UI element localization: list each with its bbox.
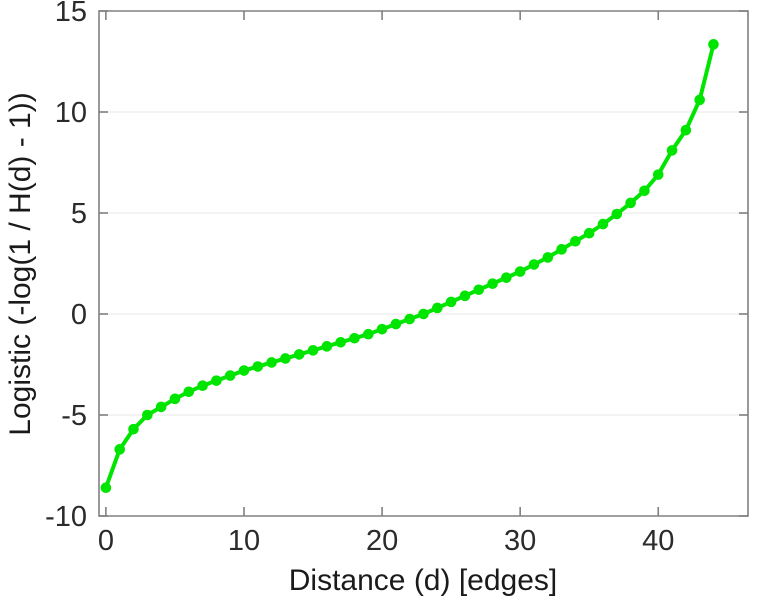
series-marker bbox=[266, 357, 277, 368]
series-marker bbox=[501, 272, 512, 283]
tick-marks bbox=[99, 10, 748, 517]
series-marker bbox=[307, 345, 319, 356]
x-tick-label: 20 bbox=[366, 525, 398, 557]
series-marker bbox=[514, 266, 526, 277]
series-marker bbox=[224, 370, 236, 381]
y-axis-title: Logistic (-log(1 / H(d) - 1)) bbox=[4, 92, 37, 435]
series-marker bbox=[238, 365, 250, 376]
series-marker bbox=[335, 336, 346, 348]
y-tick-label: 10 bbox=[55, 97, 87, 129]
series-marker bbox=[376, 323, 388, 335]
series-marker bbox=[680, 124, 692, 136]
series-marker bbox=[362, 328, 374, 340]
series-marker bbox=[252, 361, 264, 372]
series-marker bbox=[197, 380, 208, 392]
series-marker bbox=[169, 393, 181, 405]
series-marker bbox=[321, 341, 333, 352]
series-marker bbox=[583, 227, 595, 239]
y-tick-label: 5 bbox=[71, 198, 87, 230]
series-marker bbox=[155, 401, 167, 413]
tick-labels: 0 10 20 30 40 -10 -5 0 5 10 15 bbox=[45, 0, 674, 557]
series-marker bbox=[280, 353, 291, 364]
series-marker bbox=[404, 313, 415, 325]
series-marker bbox=[459, 290, 471, 302]
series-marker bbox=[432, 302, 443, 314]
series-marker bbox=[625, 197, 636, 209]
series-marker bbox=[114, 444, 126, 455]
x-axis-title: Distance (d) [edges] bbox=[289, 564, 557, 597]
series-marker bbox=[100, 482, 112, 494]
series-marker bbox=[473, 284, 485, 296]
series-marker bbox=[528, 259, 540, 270]
x-tick-label: 10 bbox=[228, 525, 260, 557]
series-marker bbox=[142, 409, 153, 421]
series-marker bbox=[597, 218, 609, 230]
y-tick-label: 0 bbox=[71, 299, 87, 331]
series-marker bbox=[487, 278, 498, 290]
series-marker bbox=[556, 244, 567, 255]
series-marker bbox=[128, 423, 139, 435]
series-marker bbox=[542, 252, 554, 263]
axes bbox=[98, 10, 749, 517]
series-marker bbox=[211, 375, 222, 386]
series-marker bbox=[652, 169, 664, 180]
series-marker bbox=[293, 349, 305, 360]
x-tick-label: 40 bbox=[642, 525, 674, 557]
series-marker bbox=[666, 145, 678, 156]
series-marker bbox=[611, 208, 623, 220]
y-tick-label: -5 bbox=[61, 400, 87, 432]
series-marker bbox=[349, 332, 360, 344]
series-marker bbox=[639, 185, 650, 197]
x-tick-label: 0 bbox=[98, 525, 114, 557]
gridlines bbox=[99, 111, 748, 416]
series-marker bbox=[694, 94, 705, 106]
series-marker bbox=[570, 235, 581, 247]
y-tick-label: 15 bbox=[55, 0, 87, 28]
series-marker bbox=[183, 386, 195, 398]
series-marker bbox=[418, 308, 429, 320]
series-line bbox=[103, 42, 716, 490]
data-series bbox=[100, 39, 719, 494]
axes-box bbox=[98, 10, 749, 517]
x-tick-label: 30 bbox=[504, 525, 536, 557]
series-marker bbox=[445, 296, 457, 308]
y-tick-label: -10 bbox=[45, 501, 87, 533]
series-marker bbox=[708, 39, 719, 50]
series-marker bbox=[390, 318, 402, 330]
